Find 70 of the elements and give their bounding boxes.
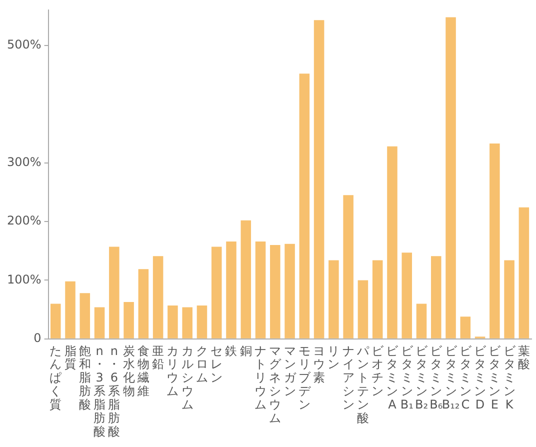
- x-tick-label: ヨウ素: [313, 344, 326, 385]
- bar: [80, 293, 90, 338]
- bar: [94, 307, 105, 338]
- bar: [402, 252, 412, 338]
- x-tick-label: 葉酸: [518, 344, 530, 372]
- x-tick-label: ビタミンB₁₂: [442, 344, 460, 412]
- bar: [270, 245, 280, 338]
- y-tick-label: 300%: [6, 154, 42, 169]
- x-tick-label: たんぱく質: [50, 344, 62, 412]
- bar: [358, 280, 368, 338]
- bar: [504, 260, 514, 338]
- bar: [226, 241, 236, 338]
- y-tick-label: 500%: [6, 38, 42, 52]
- bar: [460, 316, 471, 338]
- x-tick-label: マグネシウム: [269, 344, 282, 425]
- bar: [109, 246, 120, 338]
- y-tick-label: 100%: [6, 272, 42, 286]
- bar: [138, 269, 149, 338]
- x-tick-label: ビタミンC: [459, 344, 472, 412]
- x-tick-label: 脂質: [64, 344, 76, 372]
- x-tick-label: ナトリウム: [254, 344, 267, 412]
- y-tick-label: 0: [34, 331, 42, 346]
- bar: [299, 74, 310, 338]
- bar: [518, 207, 530, 338]
- x-tick-label: セレン: [210, 344, 223, 385]
- bar: [182, 307, 192, 338]
- y-tick-label: 200%: [6, 214, 42, 228]
- bar: [314, 20, 324, 338]
- x-tick-label: ビタミンB₆: [430, 344, 444, 412]
- bar: [430, 256, 442, 338]
- bar: [343, 195, 354, 338]
- bar: [240, 220, 252, 338]
- x-tick-label: モリブデン: [298, 344, 312, 412]
- bar: [446, 17, 456, 338]
- bar: [65, 281, 76, 338]
- bar: [196, 305, 208, 338]
- x-tick-label: ナイアシン: [342, 344, 354, 412]
- x-tick-label: 鉄: [225, 344, 238, 358]
- bar: [284, 244, 295, 338]
- bar: [152, 256, 164, 338]
- x-tick-label: カルシウム: [181, 344, 194, 412]
- x-tick-label: ビタミンA: [386, 344, 400, 412]
- bar: [50, 304, 61, 338]
- x-tick-label: マンガン: [284, 344, 297, 398]
- x-tick-label: ビタミンK: [503, 344, 516, 412]
- bar: [490, 143, 500, 338]
- x-tick-label: カリウム: [166, 344, 179, 398]
- x-tick-label: n・3系脂肪酸: [94, 344, 106, 438]
- x-tick-label: ビオチン: [372, 344, 385, 398]
- bar: [416, 304, 427, 338]
- bar: [328, 260, 339, 338]
- bar: [168, 305, 178, 338]
- x-tick-label: クロム: [196, 344, 208, 385]
- bar: [124, 302, 134, 338]
- x-tick-label: 炭水化物: [122, 344, 135, 398]
- x-tick-label: リン: [328, 344, 340, 372]
- x-tick-label: ビタミンE: [488, 344, 502, 412]
- bar: [387, 146, 398, 338]
- x-tick-label: 飽和脂肪酸: [78, 344, 91, 412]
- x-tick-label: n・6系脂肪酸: [108, 344, 120, 438]
- bar: [372, 260, 383, 338]
- x-tick-label: 食物繊維: [136, 344, 150, 398]
- x-tick-label: ビタミンD: [474, 344, 488, 412]
- x-tick-label: 銅: [240, 344, 252, 358]
- x-tick-label: パントテン酸: [356, 344, 370, 425]
- x-tick-label: ビタミンB₂: [414, 344, 428, 412]
- x-tick-label: 亜鉛: [152, 344, 164, 372]
- x-tick-label: ビタミンB₁: [400, 344, 414, 412]
- bar: [255, 241, 266, 338]
- bar: [211, 246, 222, 338]
